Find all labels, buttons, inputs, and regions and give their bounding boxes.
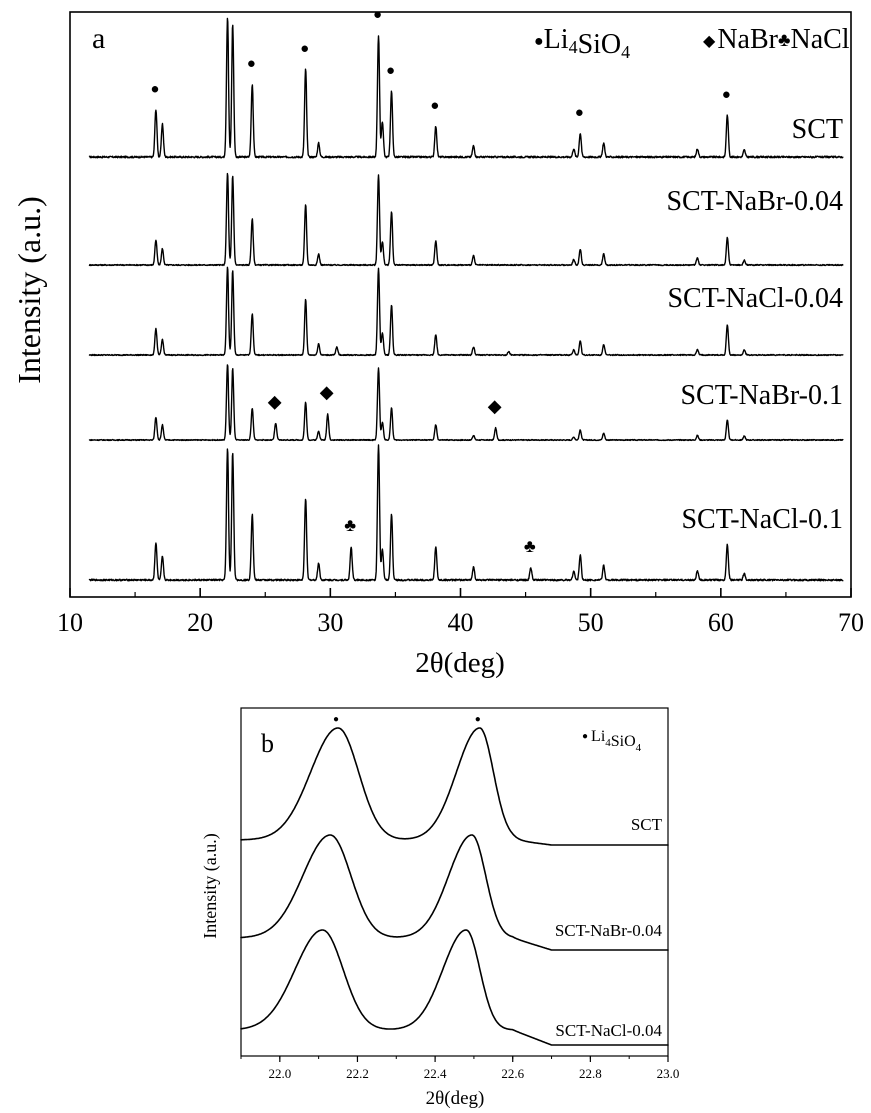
li4sio4-dot-marker: ●: [722, 87, 731, 103]
panel-b-y-axis-label: Intensity (a.u.): [200, 833, 221, 938]
nacl-club-marker: ♣: [344, 515, 356, 535]
panel-b-x-tick-label: 22.2: [346, 1066, 369, 1081]
li4sio4-dot-marker: ●: [475, 714, 481, 725]
li4sio4-dot-marker: ●: [333, 714, 339, 725]
zoom-curve-sct-nabr-0-04: [240, 834, 669, 951]
li4sio4-dot-marker: ●: [386, 63, 395, 79]
zoom-series-label-sct-nabr-0-04: SCT-NaBr-0.04: [555, 921, 663, 940]
series-label-sct-nabr-0-1: SCT-NaBr-0.1: [680, 380, 843, 411]
panel-b: b 22.0 22.2 22.4 22.6 22.8 23.0 2θ(deg) Inten…: [200, 707, 680, 1109]
panel-b-x-tick-label: 23.0: [657, 1066, 680, 1081]
panel-b-phase-markers: ● ●: [333, 714, 481, 725]
panel-a-legend: ●Li4SiO4 ◆NaBr ♣NaCl: [534, 24, 850, 62]
panel-b-x-axis: 22.0 22.2 22.4 22.6 22.8 23.0: [240, 1056, 680, 1081]
legend-a-li4sio4-marker: ●: [534, 33, 544, 50]
curve-sct-nabr-0-1: [88, 364, 844, 442]
li4sio4-dot-marker: ●: [247, 56, 256, 72]
nabr-diamond-marker: ◆: [488, 396, 502, 416]
nacl-club-marker: ♣: [524, 536, 536, 556]
li4sio4-dot-marker: ●: [300, 41, 309, 57]
panel-a-y-axis-label: Intensity (a.u.): [11, 196, 47, 384]
panel-a-x-axis: 10 20 30 40 50 60 70: [57, 588, 864, 637]
panel-b-frame: [240, 707, 669, 1057]
panel-a-curves: [88, 17, 844, 582]
panel-a: a 10 20 30 40 50 60 70 2θ(deg) Intensity (a.u.…: [11, 0, 864, 679]
legend-b-entry-li4sio4: ● Li4SiO4: [582, 728, 642, 754]
panel-b-series-labels: SCT SCT-NaBr-0.04 SCT-NaCl-0.04: [555, 815, 663, 1040]
legend-a-entry-li4sio4: ●Li4SiO4: [534, 24, 630, 62]
panel-a-x-tick-label: 10: [57, 608, 83, 637]
curve-sct-nacl-0-1: [88, 444, 844, 582]
panel-b-x-tick-label: 22.8: [579, 1066, 602, 1081]
legend-b-li4sio4-marker: ●: [582, 731, 588, 742]
li4sio4-dot-marker: ●: [150, 81, 159, 97]
zoom-series-label-sct-nacl-0-04: SCT-NaCl-0.04: [555, 1021, 662, 1040]
panel-a-x-axis-label: 2θ(deg): [415, 647, 505, 679]
panel-b-letter: b: [261, 729, 274, 758]
legend-b-li4sio4-label: Li4SiO4: [591, 728, 642, 754]
li4sio4-dot-marker: ●: [430, 98, 439, 114]
panel-a-x-tick-label: 60: [708, 608, 734, 637]
zoom-curve-sct-nacl-0-04: [240, 929, 669, 1046]
legend-a-nabr-label: NaBr: [717, 24, 778, 55]
curve-sct-nabr-0-04: [88, 172, 844, 267]
series-label-sct-nacl-0-04: SCT-NaCl-0.04: [667, 283, 843, 314]
curve-sct-nacl-0-04: [88, 266, 844, 357]
panel-a-phase-markers: ● ● ● ● ● ● ● ● ● ◆ ◆ ◆ ♣ ♣: [150, 0, 730, 556]
panel-a-x-tick-label: 40: [448, 608, 474, 637]
legend-a-nabr-marker: ◆: [703, 33, 716, 50]
legend-a-entry-nabr: ◆NaBr: [703, 24, 779, 55]
panel-b-x-tick-label: 22.4: [424, 1066, 447, 1081]
legend-a-nacl-label: NaCl: [790, 24, 849, 55]
li4sio4-dot-marker: ●: [373, 7, 382, 23]
panel-b-x-axis-label: 2θ(deg): [426, 1088, 485, 1109]
series-label-sct-nacl-0-1: SCT-NaCl-0.1: [681, 504, 843, 535]
panel-a-x-tick-label: 30: [317, 608, 343, 637]
legend-a-li4sio4-label: Li4SiO4: [544, 24, 630, 62]
li4sio4-dot-marker: ●: [222, 0, 231, 5]
legend-a-nacl-marker: ♣: [778, 30, 790, 51]
panel-b-curves: [240, 727, 669, 1046]
zoom-series-label-sct: SCT: [631, 815, 663, 834]
series-label-sct: SCT: [792, 114, 843, 145]
panel-a-x-tick-label: 50: [578, 608, 604, 637]
zoom-curve-sct: [240, 727, 669, 846]
nabr-diamond-marker: ◆: [320, 382, 334, 402]
panel-a-x-tick-label: 20: [187, 608, 213, 637]
panel-a-x-tick-label: 70: [838, 608, 864, 637]
series-label-sct-nabr-0-04: SCT-NaBr-0.04: [666, 186, 843, 217]
panel-b-x-tick-label: 22.6: [501, 1066, 524, 1081]
legend-a-entry-nacl: ♣NaCl: [778, 24, 850, 55]
panel-b-x-tick-label: 22.0: [268, 1066, 291, 1081]
panel-a-letter: a: [92, 22, 105, 55]
panel-a-series-labels: SCT SCT-NaBr-0.04 SCT-NaCl-0.04 SCT-NaBr-0.…: [666, 114, 843, 535]
li4sio4-dot-marker: ●: [575, 105, 584, 121]
curve-sct: [88, 17, 844, 159]
nabr-diamond-marker: ◆: [268, 391, 282, 411]
